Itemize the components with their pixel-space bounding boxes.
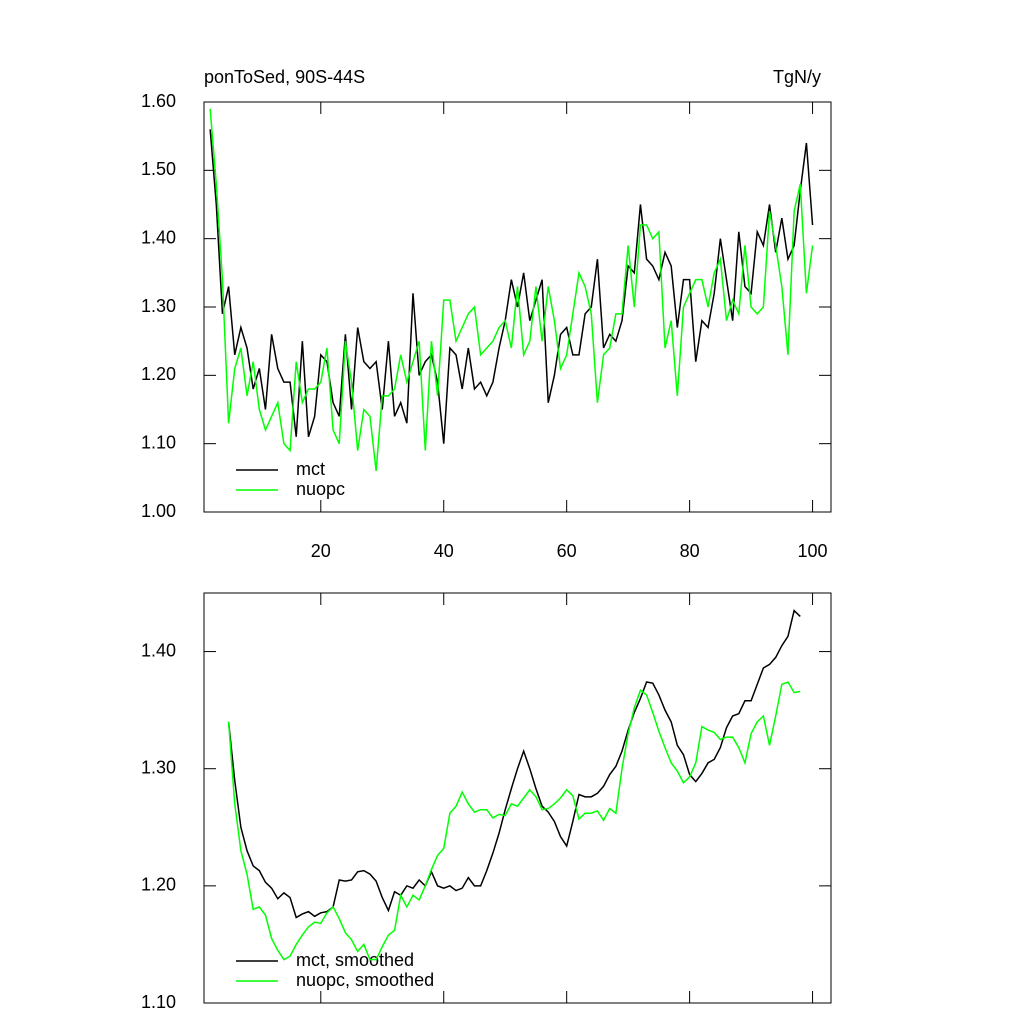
y-tick-label: 1.20 xyxy=(141,875,176,895)
y-tick-label: 1.40 xyxy=(141,640,176,660)
y-tick-label: 1.50 xyxy=(141,159,176,179)
units-label: TgN/y xyxy=(773,67,821,87)
legend-label: nuopc, smoothed xyxy=(296,970,434,990)
x-tick-label: 80 xyxy=(680,541,700,561)
x-tick-label: 40 xyxy=(434,541,454,561)
x-tick-label: 60 xyxy=(557,541,577,561)
y-tick-label: 1.20 xyxy=(141,364,176,384)
series-line xyxy=(209,129,814,444)
chart-title: ponToSed, 90S-44S xyxy=(204,67,365,87)
x-tick-label: 100 xyxy=(798,541,828,561)
y-tick-label: 1.30 xyxy=(141,296,176,316)
legend-label: mct xyxy=(296,459,325,479)
x-tick-label: 20 xyxy=(311,541,331,561)
legend-label: nuopc xyxy=(296,479,345,499)
y-tick-label: 1.40 xyxy=(141,227,176,247)
y-tick-label: 1.60 xyxy=(141,91,176,111)
y-tick-label: 1.00 xyxy=(141,501,176,521)
series-line xyxy=(227,609,801,919)
series-line xyxy=(227,681,801,961)
series-line xyxy=(209,108,814,472)
legend-label: mct, smoothed xyxy=(296,950,414,970)
plot-frame xyxy=(203,592,832,1004)
y-tick-label: 1.10 xyxy=(141,992,176,1012)
y-tick-label: 1.30 xyxy=(141,757,176,777)
y-tick-label: 1.10 xyxy=(141,432,176,452)
